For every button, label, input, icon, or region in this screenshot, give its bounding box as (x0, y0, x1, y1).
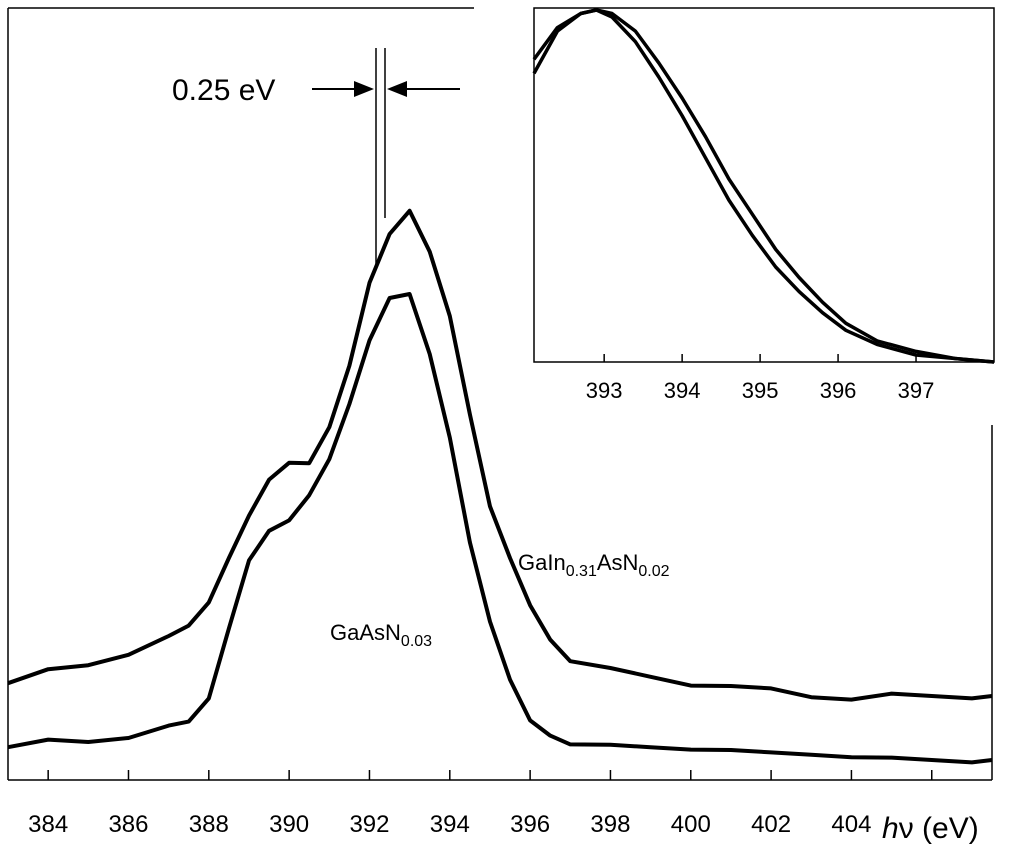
x-tick-label-386: 386 (108, 811, 148, 838)
main-series-line-2 (7, 292, 993, 765)
inset-x-tick-label-396: 396 (820, 378, 857, 403)
inset-x-tick-label-397: 397 (898, 378, 935, 403)
annotation-label: 0.25 eV (172, 74, 275, 107)
x-tick-label-396: 396 (510, 811, 550, 838)
series-label-gaasn: GaAsN0.03 (330, 620, 432, 650)
x-tick-label-398: 398 (590, 811, 630, 838)
x-tick-label-384: 384 (28, 811, 68, 838)
inset-x-tick-label-395: 395 (742, 378, 779, 403)
x-tick-label-394: 394 (430, 811, 470, 838)
main-x-ticks: 384 386 388 390 392 394 396 398 400 402 404 (28, 770, 933, 838)
inset-series-group (532, 8, 995, 364)
inset-frame (533, 7, 995, 363)
x-tick-label-400: 400 (671, 811, 711, 838)
annotation-arrow-right-head (387, 81, 407, 97)
annotation-arrow-left-head (354, 81, 374, 97)
x-tick-label-392: 392 (349, 811, 389, 838)
series-label-gainasn: GaIn0.31AsN0.02 (518, 550, 670, 580)
main-series-line-1 (7, 208, 993, 702)
x-tick-label-404: 404 (831, 811, 871, 838)
x-axis-title: hν (eV) (882, 812, 979, 845)
x-tick-label-388: 388 (189, 811, 229, 838)
x-tick-label-390: 390 (269, 811, 309, 838)
x-tick-label-402: 402 (751, 811, 791, 838)
inset-x-tick-label-394: 394 (664, 378, 701, 403)
inset-series-line-2 (532, 8, 995, 364)
main-series-group (7, 208, 993, 765)
inset-x-ticks: 393 394 395 396 397 (586, 354, 935, 403)
inset-x-tick-label-393: 393 (586, 378, 623, 403)
